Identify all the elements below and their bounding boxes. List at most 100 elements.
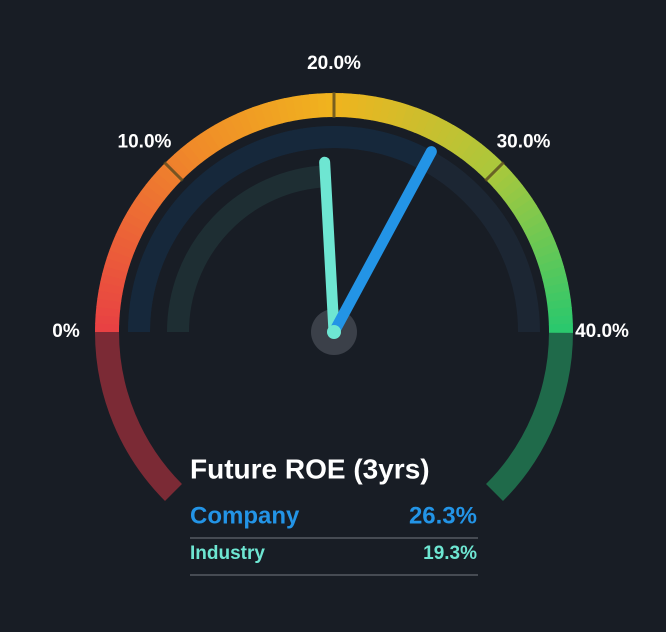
- gauge-arc-segment: [536, 250, 562, 267]
- gauge-arc-segment: [378, 98, 393, 124]
- gauge-arc-segment: [292, 95, 305, 121]
- gauge-arc-segment: [95, 306, 121, 318]
- gauge-arc-segment: [428, 117, 447, 143]
- gauge-arc-segment: [507, 191, 533, 213]
- gauge-arc-segment: [98, 281, 124, 295]
- gauge-arc-segment: [533, 242, 559, 260]
- gauge-arc-segment: [140, 184, 166, 206]
- gauge-arc-segment: [503, 184, 528, 207]
- gauge-arc-segment: [527, 227, 553, 246]
- gauge-arc-segment: [454, 133, 476, 159]
- gauge-arc-segment: [447, 129, 469, 155]
- needle-hub-center: [327, 325, 341, 339]
- gauge-arc-segment: [131, 197, 157, 219]
- gauge-arc-segment: [542, 274, 568, 289]
- gauge-arc-segment: [284, 96, 298, 122]
- value-band: [167, 165, 327, 333]
- gauge-arc-segment: [466, 143, 489, 168]
- gauge-arc-segment: [276, 98, 291, 124]
- gauge-arc-segment: [252, 104, 269, 130]
- gauge-arc-segment: [104, 257, 130, 273]
- gauge-arc-segment: [268, 99, 283, 126]
- tick-label: 0%: [52, 321, 80, 342]
- gauge-arc-segment: [434, 120, 455, 147]
- gauge-extension: [485, 331, 573, 501]
- gauge-arc-segment: [546, 298, 572, 311]
- gauge-arc-segment: [400, 104, 417, 131]
- gauge-arc-segment: [493, 172, 518, 195]
- needle: [319, 156, 340, 338]
- gauge-arc-segment: [540, 266, 567, 281]
- gauge-arc-segment: [530, 234, 556, 253]
- gauge-arc-segment: [407, 107, 425, 133]
- gauge-arc-segment: [393, 102, 409, 128]
- gauge-arc-segment: [167, 153, 191, 178]
- tick-mark: [163, 161, 184, 182]
- legend-name: Industry: [190, 543, 265, 564]
- gauge-arc-segment: [112, 234, 138, 252]
- gauge-arc-segment: [106, 249, 133, 266]
- needle: [328, 146, 437, 338]
- gauge-arc-segment: [348, 93, 360, 119]
- gauge-arc-segment: [488, 165, 513, 189]
- gauge-arc-segment: [221, 116, 241, 143]
- gauge-arc-segment: [109, 241, 135, 259]
- gauge-arc-segment: [97, 289, 123, 303]
- gauge-arc-segment: [538, 258, 564, 274]
- gauge-arc-segment: [135, 190, 161, 212]
- gauge-arc-segment: [174, 148, 197, 173]
- gauge-arcs: [94, 92, 573, 501]
- gauge-arc-segment: [145, 177, 170, 200]
- gauge-arc-segment: [414, 110, 432, 136]
- gauge-arc-segment: [441, 125, 462, 151]
- gauge-arc-segment: [156, 165, 180, 189]
- gauge-arc-segment: [309, 93, 320, 119]
- legend-name: Company: [190, 502, 300, 529]
- gauge-arc-segment: [102, 265, 128, 281]
- gauge-arc-segment: [214, 120, 234, 146]
- gauge-arc-segment: [193, 133, 215, 159]
- gauge-arc-segment: [96, 297, 122, 310]
- legend-value: 26.3%: [409, 502, 477, 529]
- gauge-arc-segment: [100, 273, 126, 288]
- tick-mark: [484, 161, 505, 182]
- gauge-arc-segment: [523, 219, 550, 239]
- gauge-arc-segment: [127, 204, 153, 225]
- gauge-arc-segment: [460, 138, 482, 164]
- gauge-arc-segment: [186, 138, 209, 163]
- gauge-arc-segment: [512, 198, 538, 219]
- gauge-arc-segment: [520, 212, 546, 232]
- tick-label: 10.0%: [118, 132, 172, 153]
- gauge-arc-segment: [498, 178, 523, 201]
- gauge-arc-segment: [371, 96, 385, 122]
- gauge-arc-segment: [229, 113, 248, 139]
- gauge-arc-segment: [207, 124, 228, 150]
- gauge-arc-segment: [244, 107, 262, 133]
- gauge-arc-segment: [516, 205, 542, 226]
- gauge-arc-segment: [547, 307, 573, 318]
- gauge-arc-segment: [119, 219, 145, 238]
- tick-label: 40.0%: [575, 321, 629, 342]
- gauge-arc-segment: [421, 113, 440, 140]
- gauge-arc-segment: [545, 290, 571, 303]
- gauge-arc-segment: [260, 102, 276, 128]
- legend-value: 19.3%: [423, 543, 477, 564]
- gauge-arc-segment: [236, 110, 255, 136]
- chart-title: Future ROE (3yrs): [190, 453, 430, 484]
- gauge-arc-segment: [180, 143, 203, 168]
- gauge-arc-segment: [363, 95, 377, 121]
- gauge-arc-segment: [115, 226, 142, 245]
- tick-label: 20.0%: [307, 53, 361, 74]
- gauge-arc-segment: [385, 100, 401, 126]
- gauge-arc-segment: [544, 282, 570, 296]
- gauge-arc-segment: [200, 128, 221, 154]
- gauge-arc-segment: [477, 154, 501, 178]
- value-band: [128, 126, 432, 333]
- gauge-extension: [95, 331, 183, 501]
- tick-label: 30.0%: [497, 132, 551, 153]
- gauge-arc-segment: [356, 94, 369, 120]
- gauge-arc-segment: [150, 171, 175, 194]
- gauge-arc-segment: [472, 148, 495, 173]
